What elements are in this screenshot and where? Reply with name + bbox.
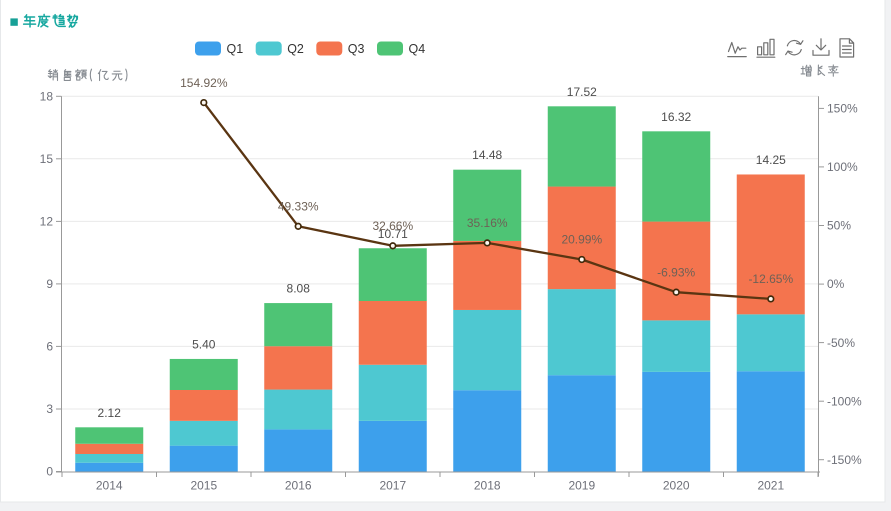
svg-text:14.48: 14.48	[472, 148, 502, 162]
svg-text:2016: 2016	[285, 479, 312, 493]
svg-text:6: 6	[46, 340, 53, 354]
svg-text:15: 15	[40, 152, 54, 166]
svg-text:100%: 100%	[827, 160, 858, 174]
svg-text:-50%: -50%	[827, 336, 855, 350]
svg-text:2021: 2021	[757, 479, 784, 493]
svg-text:Q3: Q3	[348, 42, 365, 56]
svg-text:16.32: 16.32	[661, 110, 691, 124]
svg-text:5.40: 5.40	[192, 337, 216, 351]
svg-text:17.52: 17.52	[567, 85, 597, 99]
svg-text:2018: 2018	[474, 479, 501, 493]
svg-text:32.66%: 32.66%	[372, 219, 413, 233]
svg-text:14.25: 14.25	[756, 153, 786, 167]
svg-text:0%: 0%	[827, 277, 845, 291]
svg-text:Q2: Q2	[287, 42, 304, 56]
svg-text:2014: 2014	[96, 479, 123, 493]
svg-text:-12.65%: -12.65%	[748, 272, 793, 286]
svg-text:2020: 2020	[663, 479, 690, 493]
svg-text:12: 12	[40, 215, 54, 229]
svg-text:-150%: -150%	[827, 453, 862, 467]
svg-text:-6.93%: -6.93%	[657, 265, 695, 279]
svg-text:2015: 2015	[190, 479, 217, 493]
svg-text:154.92%: 154.92%	[180, 76, 228, 90]
svg-text:0: 0	[46, 465, 53, 479]
svg-text:2.12: 2.12	[98, 406, 122, 420]
svg-text:49.33%: 49.33%	[278, 200, 319, 214]
svg-text:8.08: 8.08	[287, 282, 311, 296]
svg-text:-100%: -100%	[827, 394, 862, 408]
svg-text:3: 3	[46, 402, 53, 416]
svg-text:9: 9	[46, 277, 53, 291]
svg-text:2017: 2017	[379, 479, 406, 493]
svg-text:10.71: 10.71	[378, 227, 408, 241]
svg-text:35.16%: 35.16%	[467, 216, 508, 230]
svg-text:150%: 150%	[827, 102, 858, 116]
svg-text:Q4: Q4	[409, 42, 426, 56]
svg-text:20.99%: 20.99%	[561, 233, 602, 247]
svg-text:2019: 2019	[568, 479, 595, 493]
svg-text:Q1: Q1	[227, 42, 244, 56]
svg-text:50%: 50%	[827, 219, 851, 233]
svg-text:18: 18	[40, 90, 54, 104]
